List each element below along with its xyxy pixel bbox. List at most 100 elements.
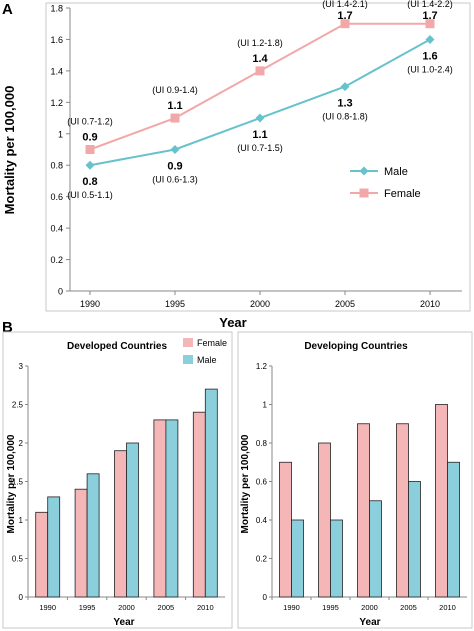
chart-b1-bar-female [35,511,49,598]
chart-b2-y-tick-label: 0.4 [256,516,268,525]
chart-b2-bar-male [447,461,460,598]
chart-b2-bars: 0 0.2 0.4 0.6 0.8 1 1.2 1990 1995 2000 2005 2010 [256,362,467,612]
chart-a-x-tick-label: 2000 [250,299,270,309]
chart-b2-x-tick-label: 2005 [400,603,417,612]
male-ui-label: (UI 0.6-1.3) [152,175,198,185]
chart-a-y-tick-label: 1.2 [50,98,63,108]
legend-male-label: Male [384,166,408,178]
female-ui-label: (UI 1.4-2.1) [322,0,368,9]
chart-b2-bar-female [357,423,370,598]
chart-a-y-tick-label: 1.6 [50,35,63,45]
chart-b1-bar-female [74,488,88,598]
panel-b-label: B [2,319,13,336]
legend-male-marker [359,166,369,176]
chart-a-y-tick-label: 1.4 [50,66,63,76]
chart-b1-frame [2,331,233,629]
male-point [170,145,180,154]
female-ui-label: (UI 0.9-1.4) [152,85,198,95]
chart-b2-y-tick-label: 0 [263,593,268,602]
chart-b1-bar-male [86,473,100,598]
chart-b1-y-tick-label: 0 [19,593,24,602]
male-ui-label: (UI 0.8-1.8) [322,112,368,122]
chart-b1-legend-male-label: Male [197,355,217,365]
panel-a-label: A [2,1,13,18]
chart-b2-y-tick-label: 1 [263,401,268,410]
chart-b1-x-tick-label: 2000 [118,603,135,612]
female-point [255,66,265,76]
chart-b1-bar-female [153,419,167,598]
female-value-label: 1.7 [337,10,352,22]
chart-b1-bar-male [165,419,179,598]
chart-a-y-tick-label: 1.8 [50,4,63,14]
chart-b1-x-tick-label: 2005 [158,603,175,612]
chart-b2-y-tick-label: 0.8 [256,439,268,448]
female-point [340,19,350,29]
female-ui-label: (UI 1.4-2.2) [407,0,453,9]
chart-a-y-tick-label: 0 [58,287,63,297]
chart-b1-title: Developed Countries [67,341,167,352]
female-point [85,145,95,154]
male-point [85,160,95,170]
chart-b1-bar-female [192,411,206,598]
chart-a-xlabel: Year [219,315,246,330]
chart-b2-y-tick-label: 0.6 [256,478,268,487]
chart-b2-x-tick-label: 2010 [439,603,456,612]
chart-b2-title: Developing Countries [304,341,408,352]
chart-b1-y-tick-label: 2.5 [12,401,24,410]
chart-b2-x-tick-label: 2000 [361,603,378,612]
chart-b1-y-tick-label: 3 [19,362,24,371]
chart-b2-y-tick-label: 1.2 [256,362,268,371]
chart-b2-ylabel: Mortality per 100,000 [240,434,251,533]
chart-a-x-tick-label: 1995 [165,299,185,309]
chart-b2-bar-male [330,519,343,598]
chart-a-line: 0 0.2 0.4 0.6 0.8 1 1.2 1.4 1.6 1.8 1990 1995 2000 20… [50,0,462,309]
chart-b2-y-tick-label: 0.2 [256,555,268,564]
male-value-label: 1.1 [252,129,267,141]
chart-b1-y-tick-label: 1 [19,516,24,525]
chart-b1-x-tick-label: 1990 [39,603,56,612]
chart-a-y-tick-label: 0.2 [50,255,63,265]
chart-b2-bar-female [396,423,409,598]
male-value-label: 1.6 [422,50,437,62]
male-ui-label: (UI 0.7-1.5) [237,143,283,153]
female-ui-label: (UI 0.7-1.2) [67,117,113,127]
chart-a-x-tick-label: 2005 [335,299,355,309]
chart-b2-bar-male [408,481,421,598]
chart-b1-legend-female-label: Female [197,338,227,348]
chart-b2-frame [237,331,473,629]
chart-b1-bar-male [47,496,61,598]
chart-b2-bar-female [279,461,292,598]
chart-a-y-tick-label: 1 [58,129,63,139]
chart-b1-x-tick-label: 2010 [197,603,214,612]
chart-b1-bar-male [126,442,139,598]
legend-female-label: Female [384,188,421,200]
male-ui-label: (UI 1.0-2.4) [407,64,453,74]
legend-female-marker [359,188,369,198]
chart-b1-xlabel: Year [113,617,134,628]
chart-b1-bars: 0 0.5 1 1.5 2 2.5 3 1990 1995 2000 2005 2010 Female M… [12,338,227,612]
chart-b1-bar-male [204,388,218,598]
chart-a-y-tick-label: 0.8 [50,161,63,171]
chart-b1-bar-female [114,450,127,598]
chart-b2-bar-female [318,442,331,598]
female-value-label: 1.4 [252,53,268,65]
male-value-label: 0.9 [167,161,182,173]
chart-b2-x-tick-label: 1990 [283,603,300,612]
male-point [425,34,435,44]
chart-b1-legend-male-swatch [183,355,193,364]
female-value-label: 0.9 [82,132,97,144]
male-point [340,82,350,92]
chart-a-frame [45,2,471,312]
female-value-label: 1.1 [167,100,182,112]
male-value-label: 0.8 [82,176,97,188]
female-ui-label: (UI 1.2-1.8) [237,38,283,48]
chart-a-x-tick-label: 2010 [420,299,440,309]
male-value-label: 1.3 [337,98,352,110]
chart-b1-x-tick-label: 1995 [79,603,96,612]
chart-b2-bar-male [291,519,304,598]
chart-b1-y-tick-label: 0.5 [12,555,24,564]
chart-a-y-tick-label: 0.6 [50,192,63,202]
chart-b2-xlabel: Year [359,617,380,628]
chart-b2-bar-female [435,404,448,598]
